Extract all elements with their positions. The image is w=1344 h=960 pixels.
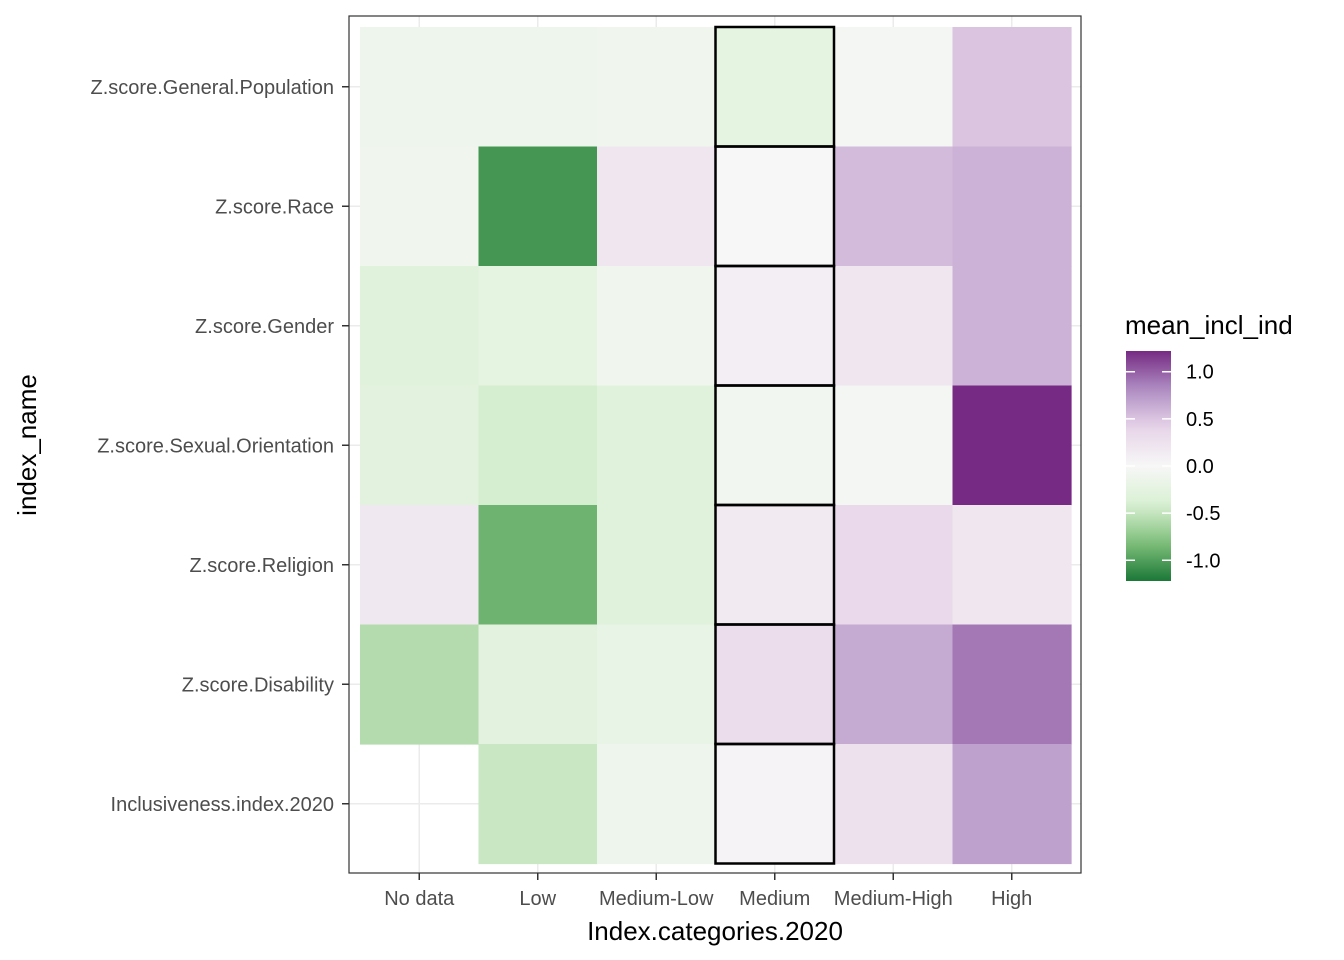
y-tick-label: Z.score.General.Population — [91, 77, 334, 99]
heatmap-cell — [360, 385, 480, 506]
legend-tick-label: 0.0 — [1186, 456, 1214, 478]
heatmap-cell — [597, 624, 717, 745]
legend-tick-label: -0.5 — [1186, 503, 1220, 525]
highlight-box — [714, 742, 836, 865]
heatmap-cell — [715, 505, 835, 626]
heatmap-cell — [597, 27, 717, 148]
y-axis-ticks: Z.score.General.Population Z.score.Race Z.… — [91, 77, 349, 816]
heatmap-cell — [478, 146, 598, 267]
heatmap-cell — [360, 266, 480, 387]
heatmap-cell — [952, 744, 1072, 865]
x-tick-label: No data — [384, 888, 455, 910]
heatmap-cell — [834, 146, 954, 267]
heatmap-cell — [952, 27, 1072, 148]
heatmap-cell — [715, 27, 835, 148]
x-tick-label: Low — [519, 888, 556, 910]
heatmap-cell — [597, 385, 717, 506]
x-tick-label: Medium — [739, 888, 810, 910]
heatmap-cell — [715, 624, 835, 745]
x-axis-ticks: No data Low Medium-Low Medium Medium-High Hig… — [384, 873, 1032, 910]
heatmap-cell — [834, 505, 954, 626]
heatmap-cell — [360, 27, 480, 148]
heatmap-cell — [834, 624, 954, 745]
heatmap-cell — [478, 505, 598, 626]
heatmap-cell — [715, 266, 835, 387]
heatmap-cell — [597, 146, 717, 267]
heatmap-cell — [952, 385, 1072, 506]
heatmap-cell — [715, 146, 835, 267]
legend-title: mean_incl_ind — [1125, 310, 1293, 340]
x-axis-title: Index.categories.2020 — [587, 916, 843, 946]
heatmap-cell — [360, 624, 480, 745]
y-tick-label: Z.score.Religion — [189, 555, 334, 577]
legend-tick-label: -1.0 — [1186, 550, 1220, 572]
heatmap-cell — [478, 744, 598, 865]
y-tick-label: Z.score.Race — [215, 196, 334, 218]
heatmap-cell — [478, 27, 598, 148]
heatmap-cell — [952, 146, 1072, 267]
heatmap-cell — [834, 385, 954, 506]
heatmap-cell — [360, 146, 480, 267]
y-tick-label: Z.score.Gender — [195, 316, 334, 338]
heatmap-cell — [478, 624, 598, 745]
heatmap-cell — [478, 266, 598, 387]
y-tick-label: Inclusiveness.index.2020 — [111, 794, 334, 816]
y-axis-title: index_name — [12, 374, 42, 516]
heatmap-cell — [715, 744, 835, 865]
heatmap-cell — [834, 27, 954, 148]
heatmap-cell — [597, 744, 717, 865]
x-tick-label: High — [991, 888, 1032, 910]
y-tick-label: Z.score.Sexual.Orientation — [97, 435, 334, 457]
legend-tick-label: 1.0 — [1186, 362, 1214, 384]
heatmap-cell — [952, 266, 1072, 387]
y-tick-label: Z.score.Disability — [182, 674, 334, 696]
x-tick-label: Medium-Low — [599, 888, 714, 910]
heatmap-cell — [597, 266, 717, 387]
heatmap-cell — [478, 385, 598, 506]
heatmap-cell — [952, 505, 1072, 626]
heatmap-cell — [834, 266, 954, 387]
legend-ticks: 1.0 0.5 0.0 -0.5 -1.0 — [1126, 362, 1220, 572]
heatmap-cell — [360, 505, 480, 626]
highlighted-column-outline — [714, 25, 836, 865]
color-legend: mean_incl_ind 1.0 0.5 0.0 -0.5 -1.0 — [1125, 310, 1293, 581]
legend-tick-label: 0.5 — [1186, 409, 1214, 431]
heatmap-cell — [952, 624, 1072, 745]
heatmap-cell — [597, 505, 717, 626]
heatmap-cells — [360, 27, 1072, 865]
x-tick-label: Medium-High — [834, 888, 953, 910]
heatmap-cell — [715, 385, 835, 506]
heatmap-cell — [834, 744, 954, 865]
